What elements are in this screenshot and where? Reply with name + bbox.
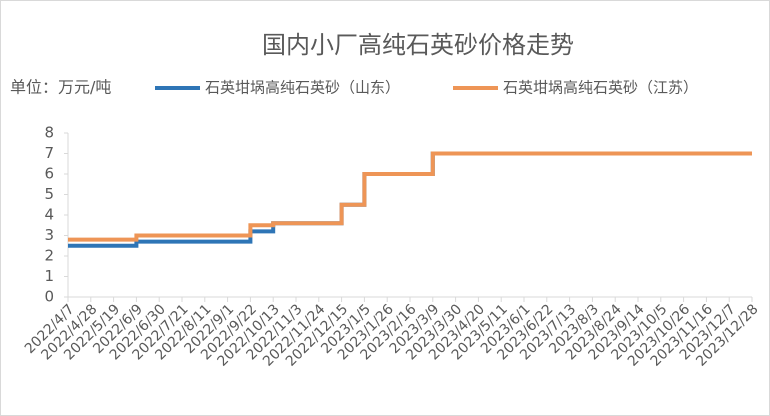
y-tick-label: 8 (44, 124, 54, 142)
y-tick-label: 7 (44, 144, 54, 162)
y-tick-label: 6 (44, 165, 54, 183)
y-tick-label: 2 (44, 247, 54, 265)
y-tick-label: 1 (44, 267, 54, 285)
chart-title: 国内小厂高纯石英砂价格走势 (262, 31, 574, 59)
y-tick-label: 5 (44, 185, 54, 203)
legend-label: 石英坩埚高纯石英砂（江苏） (503, 79, 698, 97)
y-tick-label: 3 (44, 226, 54, 244)
y-tick-label: 0 (44, 288, 54, 306)
y-tick-label: 4 (44, 206, 54, 224)
unit-label: 单位：万元/吨 (10, 78, 111, 97)
series-line (68, 151, 752, 242)
legend-label: 石英坩埚高纯石英砂（山东） (205, 79, 400, 97)
